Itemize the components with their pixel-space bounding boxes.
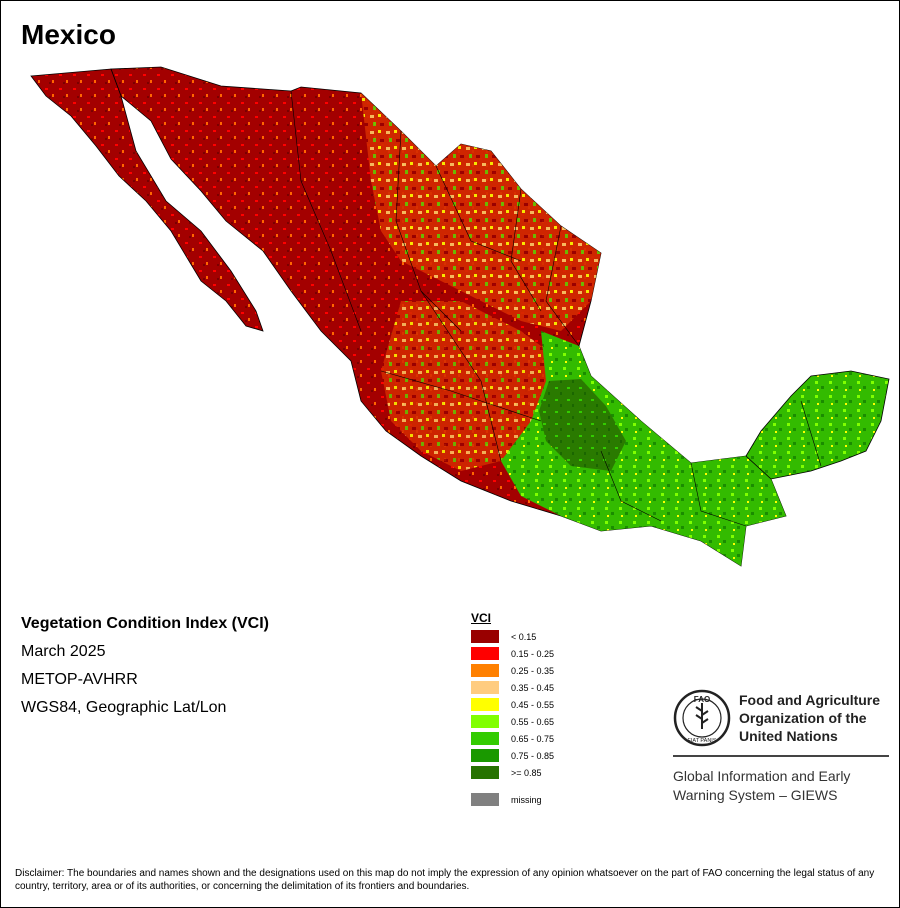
legend-swatch: [471, 647, 499, 660]
legend-item: < 0.15: [471, 628, 554, 645]
legend-item-missing: missing: [471, 791, 554, 808]
map-title: Mexico: [21, 19, 116, 50]
legend-label: 0.75 - 0.85: [511, 750, 555, 761]
disclaimer: Disclaimer: The boundaries and names sho…: [15, 868, 875, 892]
giews-line: Global Information and Early: [673, 768, 851, 784]
legend-label: 0.25 - 0.35: [511, 665, 555, 676]
baja-california-region: [30, 68, 264, 332]
fao-logo-icon: FAO FIAT PANIS: [673, 689, 731, 747]
legend-swatch: [471, 664, 499, 677]
fao-logo-motto: FIAT PANIS: [687, 738, 716, 744]
legend-label: 0.55 - 0.65: [511, 716, 555, 727]
legend-item: 0.55 - 0.65: [471, 713, 554, 730]
projection-label: WGS84, Geographic Lat/Lon: [21, 699, 227, 716]
fao-logo-letters: FAO: [694, 695, 710, 704]
legend-item: 0.25 - 0.35: [471, 662, 554, 679]
central-mixed-area: [381, 301, 561, 471]
fao-divider: [673, 755, 889, 757]
vci-legend: VCI < 0.15 0.15 - 0.25 0.25 - 0.35 0.35 …: [471, 611, 554, 808]
legend-item: 0.35 - 0.45: [471, 679, 554, 696]
fao-org-line: Organization of the: [739, 710, 867, 726]
sensor-label: METOP-AVHRR: [21, 671, 138, 688]
legend-swatch: [471, 715, 499, 728]
legend-label: 0.45 - 0.55: [511, 699, 555, 710]
legend-label: 0.65 - 0.75: [511, 733, 555, 744]
fao-block: FAO FIAT PANIS Food and Agriculture Orga…: [673, 689, 889, 805]
giews-name: Global Information and Early Warning Sys…: [673, 767, 889, 805]
map-info-block: Vegetation Condition Index (VCI) March 2…: [21, 615, 269, 727]
legend-swatch: [471, 766, 499, 779]
legend-swatch-missing: [471, 793, 499, 806]
legend-swatch: [471, 681, 499, 694]
legend-title: VCI: [471, 611, 492, 625]
legend-label: 0.15 - 0.25: [511, 648, 555, 659]
legend-item: 0.65 - 0.75: [471, 730, 554, 747]
legend-label-missing: missing: [511, 794, 542, 805]
legend-item: 0.45 - 0.55: [471, 696, 554, 713]
legend-item: >= 0.85: [471, 764, 554, 781]
northeast-mixed-area: [361, 93, 601, 331]
fao-organization-name: Food and Agriculture Organization of the…: [739, 691, 880, 745]
legend-label: 0.35 - 0.45: [511, 682, 555, 693]
legend-label: < 0.15: [511, 631, 537, 642]
legend-swatch: [471, 749, 499, 762]
index-name: Vegetation Condition Index (VCI): [21, 615, 269, 632]
legend-swatch: [471, 698, 499, 711]
legend-swatch: [471, 732, 499, 745]
veracruz-dark-green-area: [539, 379, 626, 471]
state-boundaries: [290, 90, 822, 527]
fao-org-line: Food and Agriculture: [739, 692, 881, 708]
legend-item: 0.75 - 0.85: [471, 747, 554, 764]
period-label: March 2025: [21, 643, 106, 660]
vci-map: [30, 66, 890, 567]
giews-line: Warning System – GIEWS: [673, 787, 838, 803]
fao-org-line: United Nations: [739, 728, 838, 744]
yucatan-region: [745, 370, 890, 480]
legend-swatch: [471, 630, 499, 643]
legend-item: 0.15 - 0.25: [471, 645, 554, 662]
legend-label: >= 0.85: [511, 767, 542, 778]
